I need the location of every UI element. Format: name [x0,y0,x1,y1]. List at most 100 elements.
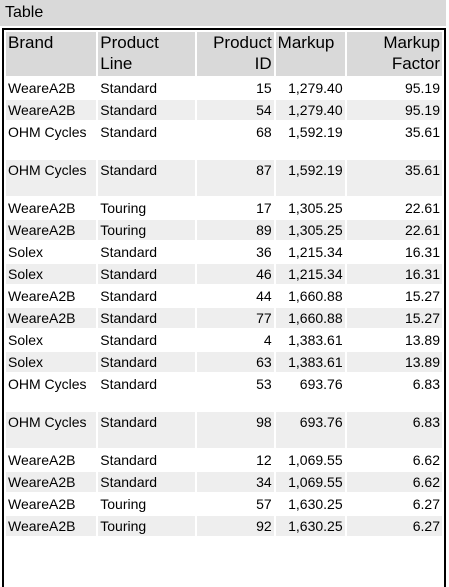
cell-product-id: 53 [256,376,272,392]
cell-brand: WeareA2B [6,220,97,240]
cell-product-line: Standard [100,244,158,260]
cell-markup: 1,069.55 [275,472,345,492]
table-row[interactable]: Solex Standard 4 1,383.61 13.89 [6,330,442,350]
cell-markup: 1,630.25 [275,516,345,536]
cell-brand: OHM Cycles [8,376,87,392]
cell-product-line: Standard [100,452,158,468]
cell-product-id: 77 [196,308,274,328]
cell-product-id: 4 [263,332,272,348]
cell-product-line: Standard [100,376,158,392]
table-row[interactable]: WeareA2B Touring 17 1,305.25 22.61 [6,198,442,218]
cell-product-id: 54 [196,100,274,120]
cell-markup-factor: 35.61 [346,160,442,196]
cell-product-id: 87 [196,160,274,196]
cell-product-id: 12 [256,452,272,468]
table-row[interactable]: WeareA2B Standard 54 1,279.40 95.19 [6,100,442,120]
cell-brand: Solex [8,332,44,348]
cell-markup-factor: 6.27 [346,516,442,536]
cell-markup-factor: 13.89 [404,332,440,348]
table-row[interactable]: WeareA2B Standard 34 1,069.55 6.62 [6,472,442,492]
cell-markup-factor: 6.27 [412,496,440,512]
cell-markup-factor: 16.31 [404,244,440,260]
cell-product-id: 57 [256,496,272,512]
cell-brand: Solex [6,264,97,284]
cell-product-id: 63 [196,352,274,372]
panel-title: Table [0,0,446,26]
cell-markup: 1,592.19 [288,124,343,140]
cell-markup: 1,630.25 [288,496,343,512]
cell-product-id: 68 [256,124,272,140]
cell-markup: 693.76 [275,412,345,448]
cell-product-line: Standard [98,472,195,492]
cell-markup-factor: 35.61 [404,124,440,140]
column-header-product-line[interactable]: Product Line [98,32,195,76]
cell-brand: OHM Cycles [8,124,87,140]
cell-product-line: Touring [98,516,195,536]
cell-product-id: 46 [196,264,274,284]
table-row[interactable]: WeareA2B Standard 77 1,660.88 15.27 [6,308,442,328]
table-row[interactable]: OHM Cycles Standard 68 1,592.19 35.61 [6,122,442,158]
cell-product-line: Standard [100,124,158,140]
cell-brand: WeareA2B [6,472,97,492]
cell-markup-factor: 6.62 [346,472,442,492]
cell-markup: 1,592.19 [275,160,345,196]
table-row[interactable]: WeareA2B Touring 57 1,630.25 6.27 [6,494,442,514]
cell-markup: 1,383.61 [288,332,343,348]
cell-markup: 1,305.25 [288,200,343,216]
cell-markup: 1,069.55 [288,452,343,468]
cell-brand: WeareA2B [8,288,76,304]
table-row[interactable]: OHM Cycles Standard 87 1,592.19 35.61 [6,160,442,196]
cell-product-line: Standard [98,412,195,448]
cell-brand: WeareA2B [6,516,97,536]
table-row[interactable]: OHM Cycles Standard 53 693.76 6.83 [6,374,442,410]
cell-product-line: Standard [98,100,195,120]
column-header-markup[interactable]: Markup [275,32,345,76]
column-header-markup-factor[interactable]: Markup Factor [346,32,442,76]
cell-markup-factor: 95.19 [404,80,440,96]
cell-product-line: Standard [98,352,195,372]
cell-markup-factor: 6.83 [346,412,442,448]
cell-markup: 1,660.88 [288,288,343,304]
cell-product-line: Standard [100,288,158,304]
cell-product-id: 89 [196,220,274,240]
column-header-brand[interactable]: Brand [6,32,97,76]
cell-markup-factor: 6.83 [412,376,440,392]
cell-markup: 1,305.25 [275,220,345,240]
cell-product-line: Touring [100,200,147,216]
cell-markup: 1,215.34 [288,244,343,260]
cell-product-id: 17 [256,200,272,216]
cell-product-id: 15 [256,80,272,96]
table-row[interactable]: OHM Cycles Standard 98 693.76 6.83 [6,412,442,448]
cell-markup-factor: 15.27 [404,288,440,304]
table-row[interactable]: Solex Standard 46 1,215.34 16.31 [6,264,442,284]
cell-product-id: 34 [196,472,274,492]
cell-markup: 1,383.61 [275,352,345,372]
cell-brand: OHM Cycles [6,160,97,196]
cell-brand: Solex [6,352,97,372]
cell-markup-factor: 95.19 [346,100,442,120]
cell-product-id: 36 [256,244,272,260]
cell-markup: 693.76 [299,376,343,392]
column-header-product-id[interactable]: Product ID [196,32,274,76]
cell-product-line: Touring [100,496,147,512]
cell-product-id: 92 [196,516,274,536]
table-row[interactable]: Solex Standard 63 1,383.61 13.89 [6,352,442,372]
cell-brand: WeareA2B [8,200,76,216]
cell-product-id: 98 [196,412,274,448]
cell-brand: Solex [8,244,44,260]
data-table: Brand Product Line Product ID Markup Mar… [4,30,444,538]
table-row[interactable]: WeareA2B Touring 92 1,630.25 6.27 [6,516,442,536]
cell-brand: WeareA2B [6,100,97,120]
cell-product-line: Standard [98,308,195,328]
cell-markup-factor: 15.27 [346,308,442,328]
table-row[interactable]: WeareA2B Standard 44 1,660.88 15.27 [6,286,442,306]
table-row[interactable]: WeareA2B Standard 12 1,069.55 6.62 [6,450,442,470]
cell-product-id: 44 [256,288,272,304]
cell-product-line: Standard [98,264,195,284]
cell-markup-factor: 6.62 [412,452,440,468]
table-row[interactable]: WeareA2B Standard 15 1,279.40 95.19 [6,78,442,98]
table-row[interactable]: WeareA2B Touring 89 1,305.25 22.61 [6,220,442,240]
table-row[interactable]: Solex Standard 36 1,215.34 16.31 [6,242,442,262]
cell-brand: WeareA2B [6,308,97,328]
data-table-frame: Brand Product Line Product ID Markup Mar… [2,28,446,587]
